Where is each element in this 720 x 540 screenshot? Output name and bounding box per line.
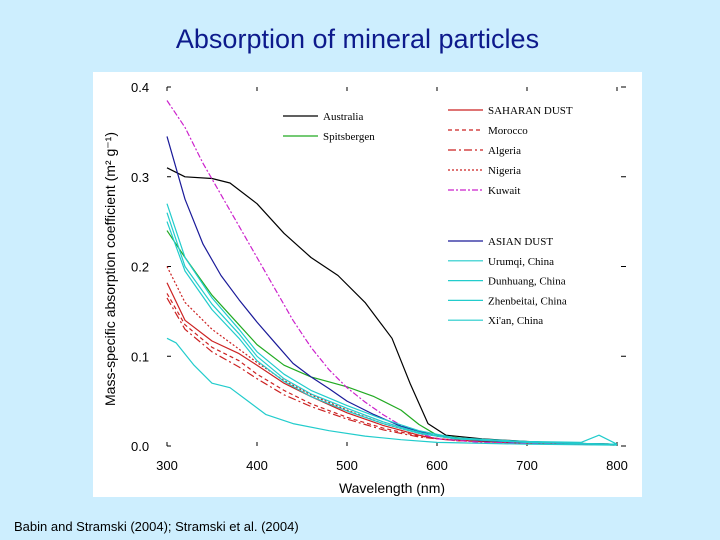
- y-tick-label: 0.3: [131, 170, 149, 185]
- citation: Babin and Stramski (2004); Stramski et a…: [14, 519, 299, 534]
- x-tick-label: 400: [246, 458, 268, 473]
- legend-entry-label: Zhenbeitai, China: [488, 295, 567, 307]
- axis-labels: Wavelength (nm) Mass-specific absorption…: [102, 132, 445, 496]
- absorption-chart: 300 400 500 600 700 800 0.0 0.1 0.2 0.3 0.4 Austra…: [102, 80, 628, 496]
- y-tick-label: 0.2: [131, 260, 149, 275]
- legend-entry-label: ASIAN DUST: [488, 236, 553, 248]
- legend-entry-label: Algeria: [488, 145, 521, 157]
- series-line-kuwait: [166, 100, 618, 445]
- x-tick-label: 800: [606, 458, 628, 473]
- legend-entry-label: Spitsbergen: [323, 131, 375, 143]
- slide-title: Absorption of mineral particles: [175, 24, 540, 54]
- legend: Australia Spitsbergen SAHARAN DUST Morocco A…: [283, 105, 573, 327]
- legend-entry-label: Kuwait: [488, 185, 520, 197]
- legend-entry-label: SAHARAN DUST: [488, 105, 573, 117]
- series-line-zhenbeitai-china: [166, 221, 618, 445]
- legend-entry-label: Dunhuang, China: [488, 276, 566, 288]
- axes: 300 400 500 600 700 800 0.0 0.1 0.2 0.3 0.4: [131, 80, 628, 473]
- y-tick-label: 0.4: [131, 80, 149, 95]
- series-line-urumqi-china: [166, 203, 618, 445]
- series-line-xi-an-china: [166, 337, 618, 446]
- legend-entry-label: Morocco: [488, 125, 528, 137]
- legend-entry-label: Nigeria: [488, 165, 521, 177]
- legend-entry-label: Australia: [323, 111, 363, 123]
- x-tick-label: 300: [156, 458, 178, 473]
- series-line-asian-dust: [166, 136, 618, 445]
- y-axis-label: Mass-specific absorption coefficient (m²…: [102, 132, 118, 406]
- chart-panel: 300 400 500 600 700 800 0.0 0.1 0.2 0.3 0.4 Austra…: [93, 72, 642, 497]
- y-tick-label: 0.1: [131, 349, 149, 364]
- series-line-algeria: [166, 297, 618, 446]
- legend-entry-label: Xi'an, China: [488, 315, 543, 327]
- x-tick-label: 500: [336, 458, 358, 473]
- series-lines: [166, 100, 618, 446]
- series-line-morocco: [166, 293, 618, 446]
- x-tick-label: 600: [426, 458, 448, 473]
- legend-entry-label: Urumqi, China: [488, 256, 554, 268]
- x-tick-label: 700: [516, 458, 538, 473]
- x-axis-label: Wavelength (nm): [339, 480, 445, 496]
- y-tick-label: 0.0: [131, 439, 149, 454]
